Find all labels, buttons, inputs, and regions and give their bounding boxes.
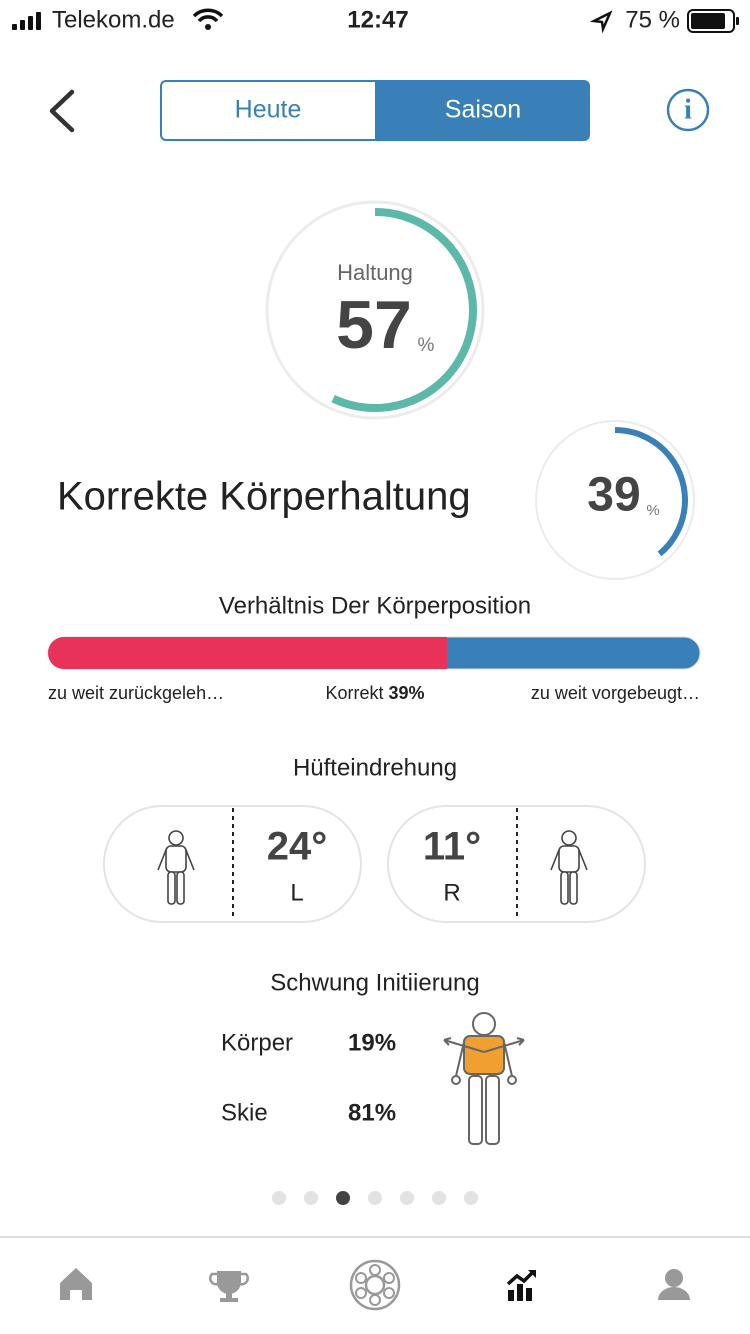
gauge-value: 39 [587, 469, 640, 522]
section-title: Verhältnis Der Körperposition [219, 592, 531, 619]
tab-saison[interactable] [375, 81, 589, 140]
nav-center[interactable] [349, 1259, 401, 1311]
body-figure [443, 1012, 525, 1145]
ratio-center-label: Korrekt [325, 683, 383, 703]
svg-text:i: i [684, 94, 692, 125]
ratio-label: zu weit zurückgeleh… [48, 683, 224, 703]
swing-value: 19% [348, 1029, 396, 1056]
gauge-track [535, 420, 695, 580]
info-button[interactable]: i [666, 88, 710, 132]
gauge-value: 57 [336, 287, 412, 363]
hip-pill-left: 24° L [103, 805, 362, 923]
gauge-track [265, 200, 485, 420]
nav-home[interactable] [60, 1268, 92, 1300]
tab-label[interactable]: Saison [445, 96, 521, 124]
nav-trophy[interactable] [209, 1271, 249, 1302]
section-title: Hüfteindrehung [293, 754, 457, 781]
clock: 12:47 [347, 6, 408, 33]
gauge-arc [273, 208, 477, 412]
section-title: Korrekte Körperhaltung [57, 475, 471, 519]
ratio-label: zu weit vorgebeugt… [531, 683, 700, 703]
ratio-center-value: 39% [389, 683, 425, 703]
hip-value: 11° [423, 825, 481, 869]
ratio-bar [47, 636, 701, 670]
hip-side: R [443, 879, 460, 906]
hip-value: 24° [267, 825, 328, 869]
gauge-label: Haltung [337, 260, 413, 285]
battery-level: 75 % [625, 6, 680, 33]
hip-pill-right: 11° R [387, 805, 646, 923]
tab-label[interactable]: Heute [235, 96, 302, 124]
gauge-unit: % [418, 335, 435, 356]
gauge-arc [542, 427, 688, 573]
nav-profile[interactable] [658, 1269, 690, 1300]
ratio-label: Korrekt 39% [325, 683, 424, 703]
gauge-unit: % [646, 502, 659, 519]
status-bar: Telekom.de 12:47 75 % [12, 6, 739, 34]
hip-side: L [290, 879, 303, 906]
swing-label: Körper [221, 1029, 293, 1056]
section-title: Schwung Initiierung [270, 969, 479, 996]
back-button[interactable] [49, 89, 75, 133]
segmented-control: Heute Saison [160, 80, 590, 141]
swing-value: 81% [348, 1099, 396, 1126]
pagination [272, 1191, 478, 1205]
carrier: Telekom.de [52, 6, 175, 33]
nav-stats[interactable] [506, 1270, 536, 1301]
swing-label: Skie [221, 1099, 268, 1126]
